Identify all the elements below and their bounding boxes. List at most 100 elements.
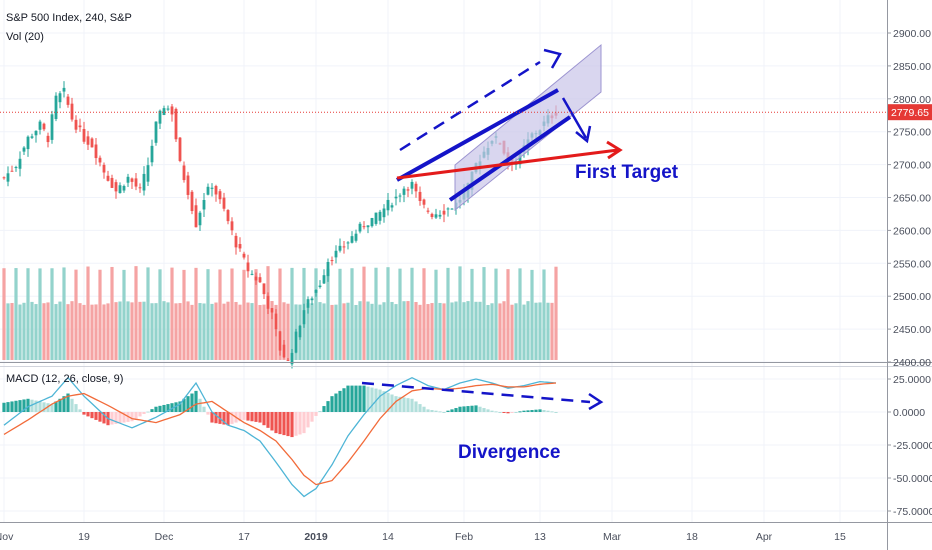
first-target-annotation[interactable]: First Target (575, 162, 679, 183)
macd-histogram-bar (554, 412, 558, 413)
macd-histogram-bar (206, 412, 210, 415)
volume-bar (478, 301, 482, 360)
candle-body (310, 298, 314, 301)
macd-histogram-bar (458, 406, 462, 412)
divergence-arrowhead[interactable] (588, 392, 604, 411)
volume-bar (38, 268, 42, 360)
candle-body (218, 191, 222, 200)
volume-bar (358, 301, 362, 360)
volume-bar (450, 302, 454, 360)
macd-histogram-bar (542, 410, 546, 412)
volume-bar (198, 303, 202, 360)
time-axis-tick-label: 17 (238, 531, 250, 543)
volume-bar (422, 268, 426, 360)
down-arrowhead[interactable] (575, 125, 592, 144)
candle-body (134, 178, 138, 187)
volume-bar (474, 301, 478, 360)
price-axis-tick-label: 2700.00 (893, 160, 931, 172)
macd-axis-tick-label: -75.0000 (893, 506, 932, 518)
macd-histogram-bar (470, 405, 474, 412)
user-drawings[interactable] (361, 43, 623, 411)
macd-histogram-bar (466, 406, 470, 412)
macd-axis-tick-label: -50.0000 (893, 473, 932, 485)
volume-bar (94, 304, 98, 360)
macd-histogram-bar (422, 406, 426, 412)
macd-axis-tick-label: 0.0000 (893, 407, 925, 419)
volume-bar (114, 302, 118, 360)
macd-histogram-bar (358, 385, 362, 412)
volume-bar (78, 303, 82, 360)
macd-histogram-bar (406, 398, 410, 412)
macd-histogram-bar (2, 402, 6, 412)
volume-bar (182, 269, 186, 360)
volume-bar (150, 303, 154, 360)
time-axis-tick-label: 13 (534, 531, 546, 543)
candle-body (78, 125, 82, 128)
divergence-annotation[interactable]: Divergence (458, 442, 560, 463)
macd-histogram-bar (134, 412, 138, 419)
volume-histogram (2, 266, 558, 360)
dashed-up-arrow-line[interactable] (399, 60, 541, 152)
volume-bar (510, 304, 514, 360)
candle-body (190, 191, 194, 212)
volume-bar (18, 304, 22, 360)
macd-histogram-bar (434, 410, 438, 412)
volume-bar (390, 301, 394, 360)
volume-bar (370, 303, 374, 360)
macd-histogram-bar (166, 404, 170, 412)
price-axis-tick-label: 2500.00 (893, 291, 931, 303)
macd-histogram-bar (194, 390, 198, 412)
down-arrow-line[interactable] (561, 97, 588, 139)
volume-bar (242, 269, 246, 360)
macd-axis-tick-label: -25.0000 (893, 440, 932, 452)
volume-bar (66, 304, 70, 360)
first-target-red-line[interactable] (396, 148, 619, 180)
first-target-arrowhead[interactable] (606, 140, 623, 160)
volume-bar (254, 269, 258, 360)
candle-body (450, 208, 454, 210)
candle-body (438, 214, 442, 217)
volume-bar (70, 301, 74, 360)
macd-histogram-bar (158, 405, 162, 412)
macd-histogram-bar (538, 409, 542, 412)
candle-body (306, 299, 310, 308)
dashed-up-arrowhead[interactable] (543, 48, 562, 69)
volume-bar (498, 303, 502, 360)
volume-bar (410, 267, 414, 360)
macd-histogram-bar (534, 409, 538, 412)
channel-upper-trendline[interactable] (396, 88, 559, 182)
candle-body (330, 260, 334, 262)
candle-body (250, 273, 254, 275)
volume-bar (238, 304, 242, 360)
macd-histogram-bar (6, 402, 10, 412)
channel-lower-trendline[interactable] (448, 115, 572, 202)
macd-histogram-bar (338, 390, 342, 412)
volume-bar (162, 301, 166, 360)
macd-histogram-bar (526, 410, 530, 412)
volume-bar (98, 269, 102, 360)
macd-histogram-bar (510, 412, 514, 413)
candle-body (50, 114, 54, 140)
macd-histogram-bar (150, 409, 154, 412)
macd-histogram-bar (462, 406, 466, 412)
macd-histogram-bar (454, 408, 458, 412)
volume-bar (50, 268, 54, 360)
divergence-dashed-line[interactable] (361, 381, 591, 404)
volume-bar (226, 301, 230, 360)
volume-bar (258, 304, 262, 360)
macd-histogram-bar (38, 401, 42, 412)
candle-body (114, 182, 118, 192)
time-axis-tick-label: 14 (382, 531, 394, 543)
candle-body (42, 123, 46, 130)
volume-bar (122, 269, 126, 360)
macd-histogram-bar (290, 412, 294, 438)
volume-bar (290, 267, 294, 360)
volume-bar (446, 267, 450, 360)
volume-bar (270, 301, 274, 360)
macd-histogram-bar (450, 409, 454, 412)
macd-histogram-bar (22, 399, 26, 412)
candle-body (406, 189, 410, 191)
last-price-badge (888, 104, 932, 121)
candle-body (278, 331, 282, 351)
